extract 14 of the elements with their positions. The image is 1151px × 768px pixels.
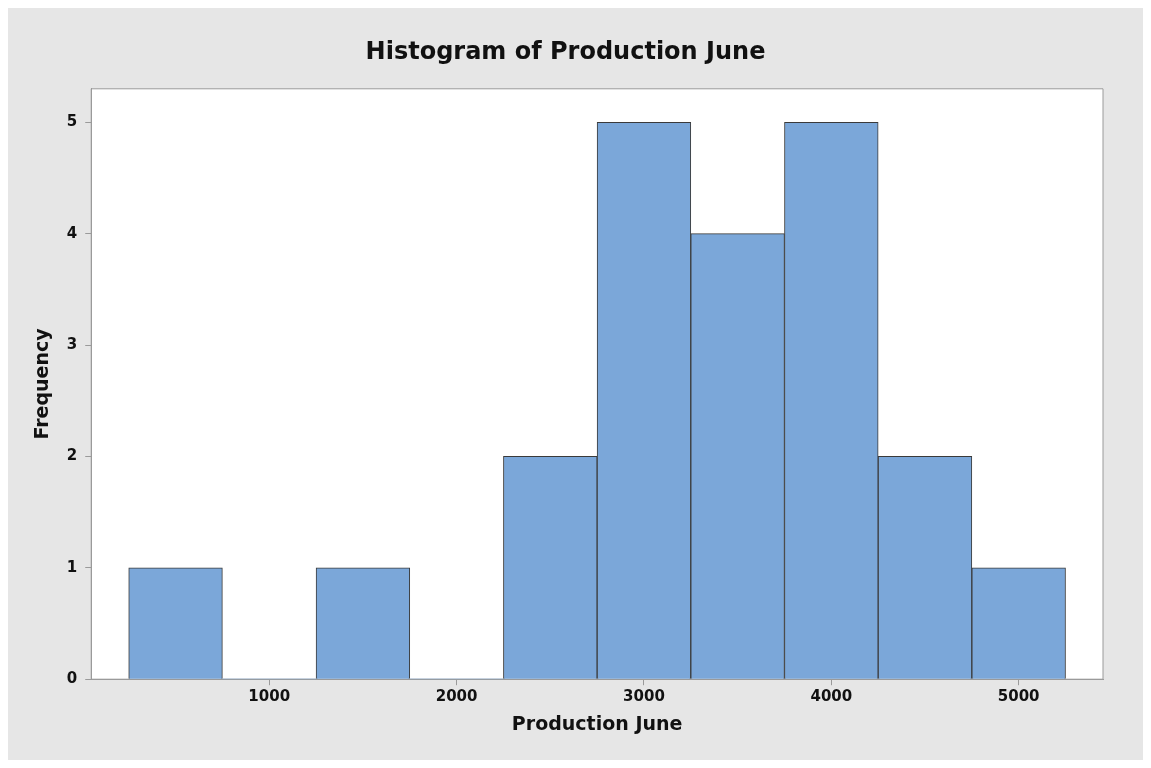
x-tick-label: 2000 — [435, 687, 478, 706]
y-tick-label: 0 — [66, 669, 78, 688]
y-tick-label: 4 — [66, 223, 78, 242]
x-tick-label: 1000 — [248, 687, 291, 706]
y-tick-label: 3 — [66, 334, 78, 353]
x-tick-label: 5000 — [997, 687, 1040, 706]
y-tick-label: 1 — [66, 557, 78, 576]
y-tick-label: 2 — [66, 446, 78, 465]
x-tick-label: 3000 — [623, 687, 665, 706]
y-tick-label: 5 — [66, 112, 78, 131]
chart-title: Histogram of Production June — [365, 36, 766, 65]
y-axis-title: Frequency — [30, 327, 53, 440]
x-axis-title: Production June — [511, 711, 683, 734]
x-tick-label: 4000 — [810, 687, 853, 706]
